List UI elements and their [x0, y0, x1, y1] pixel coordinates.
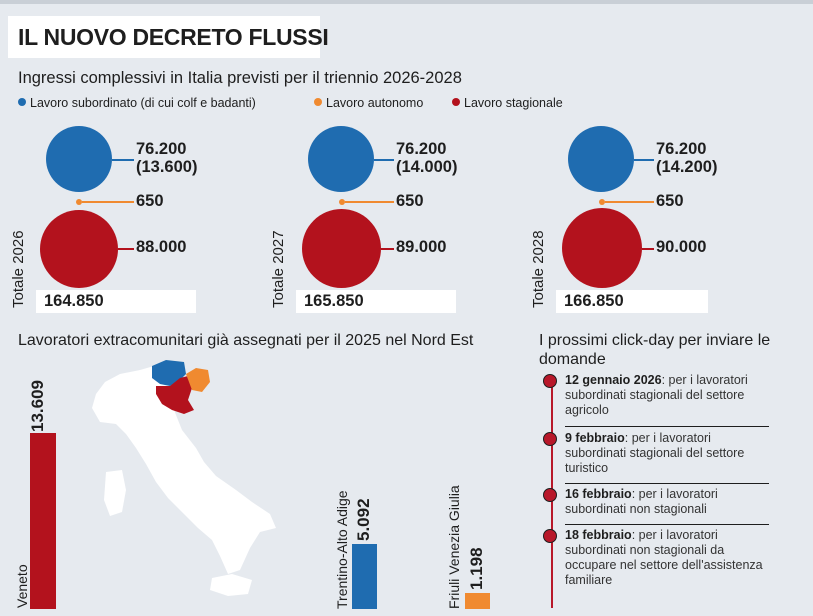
- event-description: : per i lavoratori subordinati non stagi…: [565, 487, 718, 516]
- bubble-autonomo: [76, 199, 82, 205]
- connector-line: [634, 159, 654, 161]
- connector-line: [374, 159, 394, 161]
- connector-line: [642, 248, 654, 250]
- event-divider: [565, 426, 769, 427]
- timeline-dot: [543, 488, 557, 502]
- region-friuli-venezia-giulia: [186, 368, 210, 392]
- year-group-2027: 76.200 (14.000) 650 89.000 Totale 2027 1…: [270, 126, 518, 314]
- event-divider: [565, 524, 769, 525]
- legend-item-subordinato: Lavoro subordinato (di cui colf e badant…: [18, 96, 256, 110]
- value-colf: (14.200): [656, 158, 718, 176]
- event-date: 16 febbraio: [565, 487, 632, 501]
- bubble-stagionale: [40, 210, 118, 288]
- timeline-dot: [543, 374, 557, 388]
- bar-label-friuli-venezia-giulia: Friuli Venezia Giulia: [446, 485, 462, 609]
- year-group-2026: 76.200 (13.600) 650 88.000 Totale 2026 1…: [10, 126, 258, 314]
- value-autonomo: 650: [136, 192, 164, 210]
- legend-item-stagionale: Lavoro stagionale: [452, 96, 563, 110]
- value-colf: (14.000): [396, 158, 458, 176]
- page-title: IL NUOVO DECRETO FLUSSI: [8, 16, 329, 58]
- bar-value-veneto: 13.609: [28, 380, 47, 432]
- total-box: 165.850: [296, 290, 456, 313]
- timeline-dot: [543, 529, 557, 543]
- value-autonomo: 650: [396, 192, 424, 210]
- bar-friuli-venezia-giulia: [465, 593, 490, 609]
- value-stagionale: 89.000: [396, 238, 447, 256]
- top-border: [0, 0, 813, 4]
- region-trentino-alto-adige: [152, 360, 186, 386]
- bubble-subordinato: [568, 126, 634, 192]
- bar-trentino-alto-adige: [352, 544, 377, 609]
- event-description: : per i lavoratori subordinati stagional…: [565, 431, 745, 475]
- bar-label-veneto: Veneto: [14, 564, 30, 608]
- timeline-dot: [543, 432, 557, 446]
- total-label: Totale 2027: [270, 230, 287, 308]
- total-label: Totale 2028: [530, 230, 547, 308]
- bar-value-trentino-alto-adige: 5.092: [354, 498, 373, 541]
- event-text: 16 febbraio: per i lavoratori subordinat…: [565, 487, 765, 517]
- connector-line: [118, 248, 134, 250]
- value-stagionale: 90.000: [656, 238, 707, 256]
- legend-label: Lavoro subordinato (di cui colf e badant…: [30, 96, 256, 110]
- bubble-autonomo: [339, 199, 345, 205]
- event-date: 12 gennaio 2026: [565, 373, 662, 387]
- legend-dot-blue: [18, 98, 26, 106]
- value-autonomo: 650: [656, 192, 684, 210]
- connector-line: [82, 201, 134, 203]
- bar-value-friuli-venezia-giulia: 1.198: [467, 547, 486, 590]
- bubble-stagionale: [302, 209, 381, 288]
- connector-line: [381, 248, 394, 250]
- event-date: 18 febbraio: [565, 528, 632, 542]
- chart-subtitle: Ingressi complessivi in Italia previsti …: [18, 69, 462, 87]
- event-description: : per i lavoratori subordinati stagional…: [565, 373, 748, 417]
- value-stagionale: 88.000: [136, 238, 187, 256]
- value-subordinato: 76.200: [396, 140, 447, 158]
- event-text: 12 gennaio 2026: per i lavoratori subord…: [565, 373, 765, 418]
- bubble-autonomo: [599, 199, 605, 205]
- value-subordinato: 76.200: [136, 140, 187, 158]
- event-date: 9 febbraio: [565, 431, 625, 445]
- total-box: 166.850: [556, 290, 708, 313]
- connector-line: [605, 201, 654, 203]
- region-veneto: [156, 376, 194, 414]
- event-divider: [565, 483, 769, 484]
- bubble-stagionale: [562, 208, 642, 288]
- bar-chart-title: Lavoratori extracomunitari già assegnati…: [18, 332, 474, 349]
- bubble-subordinato: [308, 126, 374, 192]
- value-colf: (13.600): [136, 158, 198, 176]
- legend-dot-red: [452, 98, 460, 106]
- value-subordinato: 76.200: [656, 140, 707, 158]
- bar-veneto: [30, 433, 56, 609]
- connector-line: [345, 201, 394, 203]
- legend-item-autonomo: Lavoro autonomo: [314, 96, 423, 110]
- year-group-2028: 76.200 (14.200) 650 90.000 Totale 2028 1…: [530, 126, 778, 314]
- event-text: 9 febbraio: per i lavoratori subordinati…: [565, 431, 765, 476]
- total-box: 164.850: [36, 290, 196, 313]
- timeline-title: I prossimi click-day per inviare le doma…: [539, 332, 771, 368]
- connector-line: [112, 159, 134, 161]
- italy-peninsula: [92, 366, 276, 596]
- event-description: : per i lavoratori subordinati non stagi…: [565, 528, 763, 587]
- bubble-subordinato: [46, 126, 112, 192]
- italy-map: [92, 360, 276, 596]
- total-label: Totale 2026: [10, 230, 27, 308]
- event-text: 18 febbraio: per i lavoratori subordinat…: [565, 528, 765, 588]
- bar-label-trentino-alto-adige: Trentino-Alto Adige: [334, 490, 350, 609]
- legend-label: Lavoro stagionale: [464, 96, 563, 110]
- legend-label: Lavoro autonomo: [326, 96, 424, 110]
- legend-dot-orange: [314, 98, 322, 106]
